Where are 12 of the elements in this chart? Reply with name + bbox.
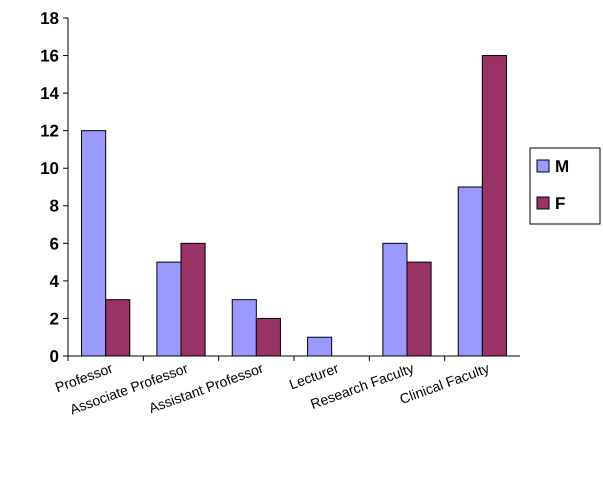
y-tick-label: 6 [50, 234, 59, 254]
y-tick-label: 10 [40, 159, 59, 178]
y-tick-label: 14 [40, 84, 60, 104]
y-tick-label: 18 [40, 8, 59, 28]
y-tick-label: 4 [50, 272, 60, 291]
y-tick-label: 2 [50, 309, 59, 328]
y-tick-label: 12 [40, 122, 59, 141]
legend-label: F [555, 194, 566, 213]
legend-label: M [555, 156, 570, 176]
y-tick-label: 16 [40, 46, 59, 66]
y-tick-label: 8 [50, 196, 59, 216]
y-tick-label: 0 [50, 346, 59, 366]
